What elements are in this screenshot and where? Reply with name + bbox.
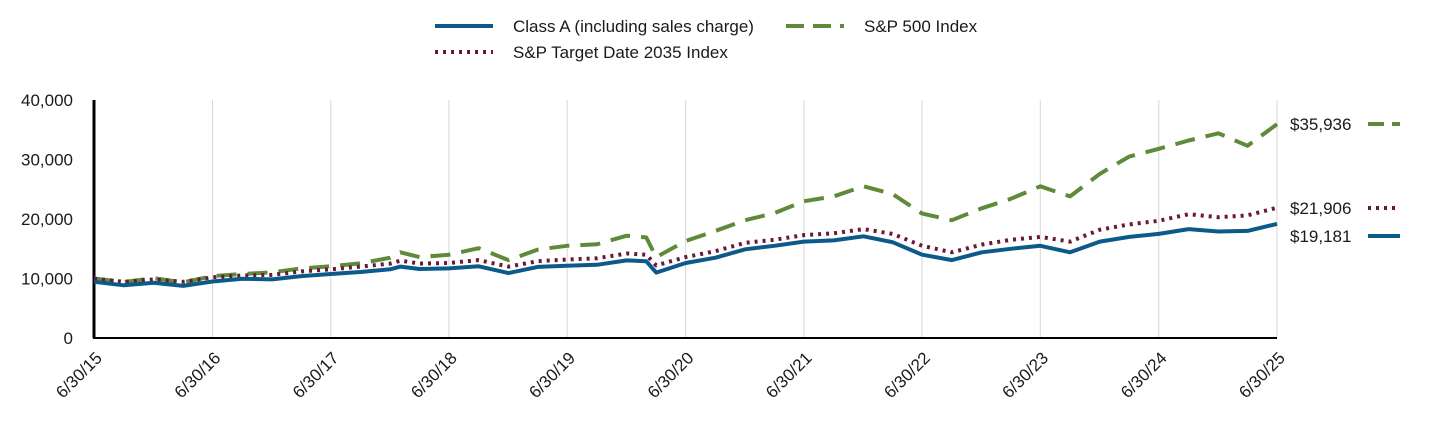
y-tick-label: 20,000 (21, 210, 73, 229)
end-value-label: $19,181 (1290, 227, 1351, 246)
end-value-labels: $35,936 $21,906 $19,181 (1290, 115, 1400, 246)
y-tick-label: 40,000 (21, 91, 73, 110)
x-tick-label: 6/30/21 (762, 348, 816, 402)
y-axis-tick-labels: 0 10,000 20,000 30,000 40,000 (21, 91, 73, 348)
legend-label: S&P 500 Index (864, 17, 978, 36)
x-tick-label: 6/30/20 (644, 348, 698, 402)
x-tick-label: 6/30/15 (52, 348, 106, 402)
chart-legend: Class A (including sales charge) S&P 500 … (435, 17, 978, 62)
series-line (93, 221, 1278, 288)
y-tick-label: 0 (64, 329, 73, 348)
x-tick-label: 6/30/22 (880, 348, 934, 402)
series-line (93, 205, 1278, 284)
end-value-label: $21,906 (1290, 199, 1351, 218)
y-tick-label: 10,000 (21, 270, 73, 289)
series-lines (93, 122, 1279, 288)
x-tick-label: 6/30/24 (1117, 348, 1171, 402)
x-axis-tick-labels: 6/30/15 6/30/16 6/30/17 6/30/18 6/30/19 6/30/… (52, 348, 1289, 402)
x-tick-label: 6/30/19 (525, 348, 579, 402)
vertical-gridlines (212, 100, 1278, 338)
x-tick-label: 6/30/16 (171, 348, 225, 402)
end-value-label: $35,936 (1290, 115, 1351, 134)
series-line (93, 122, 1279, 285)
x-tick-label: 6/30/25 (1235, 348, 1289, 402)
legend-label: Class A (including sales charge) (513, 17, 754, 36)
legend-label: S&P Target Date 2035 Index (513, 43, 728, 62)
x-tick-label: 6/30/17 (289, 348, 343, 402)
x-tick-label: 6/30/18 (407, 348, 461, 402)
y-tick-label: 30,000 (21, 151, 73, 170)
chart-axes (92, 100, 1277, 339)
x-tick-label: 6/30/23 (999, 348, 1053, 402)
